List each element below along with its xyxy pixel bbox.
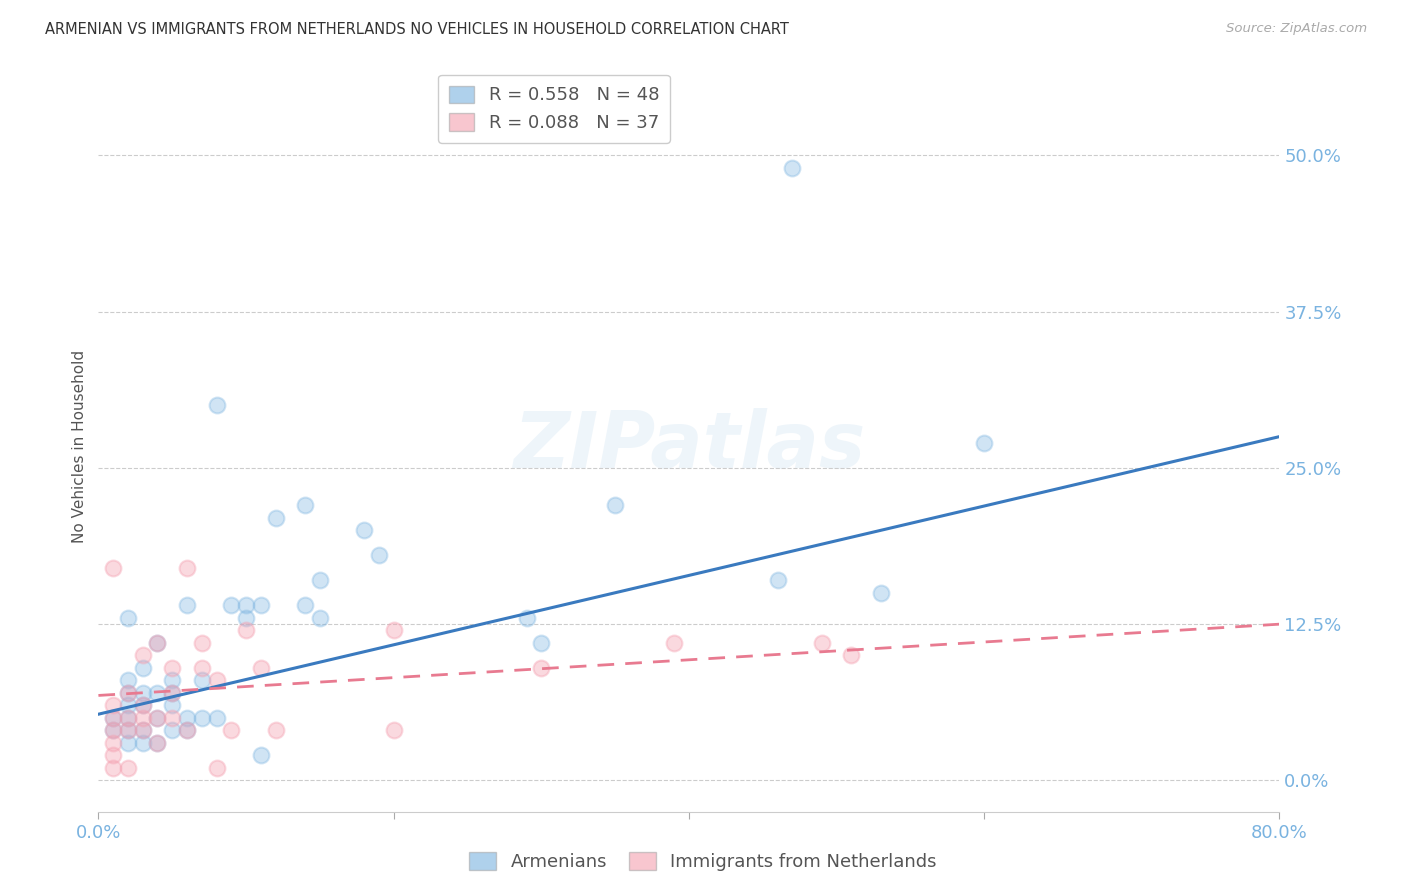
- Point: [162, 723, 183, 738]
- Point: [117, 711, 139, 725]
- Point: [309, 574, 332, 588]
- Point: [103, 711, 125, 725]
- Point: [132, 723, 155, 738]
- Point: [841, 648, 863, 663]
- Point: [766, 574, 789, 588]
- Point: [117, 723, 139, 738]
- Point: [382, 624, 405, 638]
- Point: [250, 748, 273, 763]
- Point: [250, 599, 273, 613]
- Point: [368, 549, 391, 563]
- Point: [162, 698, 183, 713]
- Point: [103, 736, 125, 750]
- Point: [117, 761, 139, 775]
- Point: [103, 723, 125, 738]
- Point: [810, 636, 832, 650]
- Point: [309, 611, 332, 625]
- Point: [146, 686, 169, 700]
- Legend: Armenians, Immigrants from Netherlands: Armenians, Immigrants from Netherlands: [463, 846, 943, 879]
- Text: ZIPatlas: ZIPatlas: [513, 408, 865, 484]
- Y-axis label: No Vehicles in Household: No Vehicles in Household: [72, 350, 87, 542]
- Point: [973, 435, 995, 450]
- Point: [146, 711, 169, 725]
- Point: [205, 711, 228, 725]
- Point: [103, 698, 125, 713]
- Point: [132, 648, 155, 663]
- Point: [117, 611, 139, 625]
- Point: [117, 686, 139, 700]
- Point: [782, 161, 804, 175]
- Point: [235, 599, 257, 613]
- Point: [103, 723, 125, 738]
- Point: [191, 673, 214, 688]
- Point: [146, 736, 169, 750]
- Point: [117, 711, 139, 725]
- Point: [191, 661, 214, 675]
- Point: [146, 736, 169, 750]
- Point: [191, 711, 214, 725]
- Point: [103, 711, 125, 725]
- Point: [146, 711, 169, 725]
- Point: [205, 398, 228, 412]
- Point: [205, 673, 228, 688]
- Point: [294, 499, 316, 513]
- Point: [132, 698, 155, 713]
- Point: [264, 723, 287, 738]
- Point: [176, 711, 198, 725]
- Point: [117, 673, 139, 688]
- Point: [132, 711, 155, 725]
- Point: [162, 686, 183, 700]
- Point: [103, 761, 125, 775]
- Point: [117, 686, 139, 700]
- Point: [664, 636, 686, 650]
- Point: [235, 624, 257, 638]
- Point: [605, 499, 627, 513]
- Point: [530, 661, 553, 675]
- Point: [132, 736, 155, 750]
- Point: [132, 661, 155, 675]
- Point: [162, 686, 183, 700]
- Point: [176, 599, 198, 613]
- Point: [530, 636, 553, 650]
- Point: [353, 524, 375, 538]
- Point: [221, 599, 243, 613]
- Point: [146, 636, 169, 650]
- Point: [103, 561, 125, 575]
- Point: [176, 723, 198, 738]
- Point: [162, 661, 183, 675]
- Point: [382, 723, 405, 738]
- Point: [117, 723, 139, 738]
- Point: [103, 748, 125, 763]
- Point: [205, 761, 228, 775]
- Legend: R = 0.558   N = 48, R = 0.088   N = 37: R = 0.558 N = 48, R = 0.088 N = 37: [439, 75, 671, 143]
- Point: [294, 599, 316, 613]
- Point: [176, 723, 198, 738]
- Point: [117, 736, 139, 750]
- Point: [117, 698, 139, 713]
- Point: [162, 711, 183, 725]
- Point: [132, 698, 155, 713]
- Point: [235, 611, 257, 625]
- Point: [132, 686, 155, 700]
- Point: [191, 636, 214, 650]
- Point: [870, 586, 893, 600]
- Text: ARMENIAN VS IMMIGRANTS FROM NETHERLANDS NO VEHICLES IN HOUSEHOLD CORRELATION CHA: ARMENIAN VS IMMIGRANTS FROM NETHERLANDS …: [45, 22, 789, 37]
- Point: [132, 723, 155, 738]
- Text: Source: ZipAtlas.com: Source: ZipAtlas.com: [1226, 22, 1367, 36]
- Point: [221, 723, 243, 738]
- Point: [162, 673, 183, 688]
- Point: [516, 611, 538, 625]
- Point: [176, 561, 198, 575]
- Point: [264, 511, 287, 525]
- Point: [250, 661, 273, 675]
- Point: [146, 636, 169, 650]
